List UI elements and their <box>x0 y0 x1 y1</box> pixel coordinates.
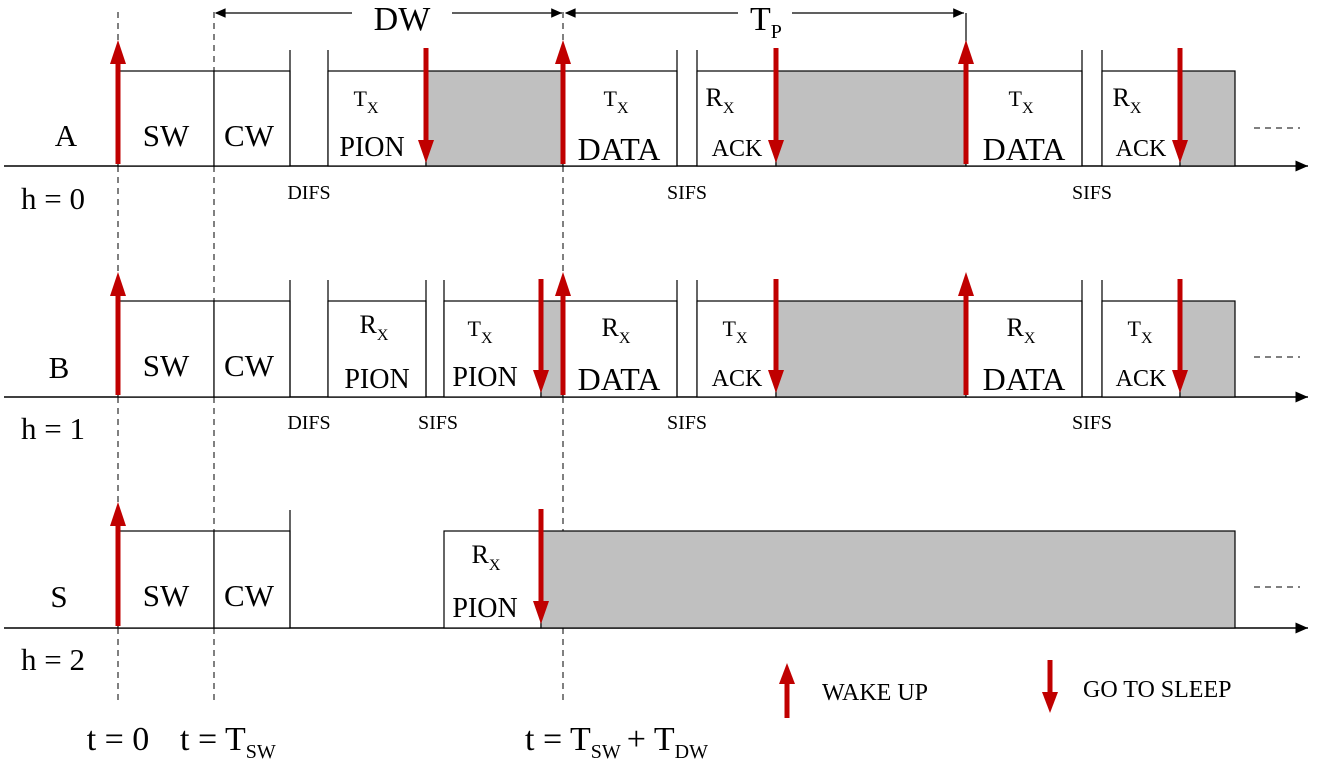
time-label-tsw-tdw: t = TSW + TDW <box>525 721 708 759</box>
row-a-cw: CW <box>224 118 275 153</box>
row-b-name: B <box>49 350 70 385</box>
row-b-slot5-dir: RX <box>1007 313 1036 347</box>
row-a-slot5-msg: DATA <box>983 131 1066 167</box>
row-a-slot1-msg: PION <box>339 132 404 163</box>
row-b-slot4-msg: ACK <box>712 366 763 392</box>
row-b-sw: SW <box>143 348 190 383</box>
row-b-slot5-msg: DATA <box>983 361 1066 397</box>
go-to-sleep-arrow <box>533 279 549 393</box>
legend: WAKE UP GO TO SLEEP <box>779 660 1231 718</box>
row-b-gap-sifs-1: SIFS <box>418 412 458 434</box>
legend-wake-up-arrow <box>779 663 795 718</box>
row-b-slot6-dir: TX <box>1127 316 1152 347</box>
row-a-gap-difs: DIFS <box>287 182 330 204</box>
row-s-cw: CW <box>224 578 275 613</box>
legend-go-to-sleep: GO TO SLEEP <box>1083 677 1231 703</box>
row-b-hop: h = 1 <box>21 411 85 446</box>
row-b-slot3-msg: DATA <box>578 361 661 397</box>
wake-up-arrow <box>110 502 126 626</box>
row-a-hop: h = 0 <box>21 181 85 216</box>
row-s: S h = 2 SW CW RX PION <box>4 502 1308 677</box>
row-a-name: A <box>55 118 78 153</box>
go-to-sleep-arrow <box>1172 279 1188 393</box>
row-s-slot2-dir: RX <box>472 540 501 574</box>
wake-up-arrow <box>110 40 126 164</box>
row-s-sw: SW <box>143 578 190 613</box>
row-b-slot6-msg: ACK <box>1116 366 1167 392</box>
go-to-sleep-arrow <box>768 48 784 163</box>
row-a-slot4-msg: ACK <box>712 136 763 162</box>
row-a-gap-sifs-1: SIFS <box>667 182 707 204</box>
tp-dimension: TP <box>564 1 967 46</box>
row-b-gap-sifs-2: SIFS <box>667 412 707 434</box>
wake-up-arrow <box>958 40 974 164</box>
row-a-slot1-dir: TX <box>353 86 378 117</box>
wake-up-arrow <box>958 272 974 395</box>
row-s-slot2-msg: PION <box>452 593 517 624</box>
legend-wake-up: WAKE UP <box>822 680 928 706</box>
go-to-sleep-arrow <box>1172 48 1188 163</box>
row-a-slot4-dir: RX <box>706 83 735 117</box>
tp-label: TP <box>750 1 782 43</box>
wake-up-arrow <box>555 272 571 395</box>
row-b-slot3-dir: RX <box>602 313 631 347</box>
row-b-slot1-dir: RX <box>360 310 389 344</box>
legend-go-to-sleep-arrow <box>1042 660 1058 713</box>
row-a-slot6-dir: RX <box>1113 83 1142 117</box>
wake-up-arrow <box>110 272 126 395</box>
row-b: B h = 1 SW CW RX PION TX PION RX DATA TX… <box>4 272 1308 446</box>
go-to-sleep-arrow <box>768 279 784 393</box>
time-label-t0: t = 0 <box>87 721 150 758</box>
row-b-slot1-msg: PION <box>344 364 409 395</box>
time-label-tsw: t = TSW <box>180 721 276 759</box>
row-a-slot3-dir: TX <box>603 86 628 117</box>
row-b-slot2-msg: PION <box>452 362 517 393</box>
row-s-hop: h = 2 <box>21 642 85 677</box>
row-a: A h = 0 SW CW TX PION TX DATA RX ACK TX … <box>4 40 1308 216</box>
row-a-slot6-msg: ACK <box>1116 136 1167 162</box>
go-to-sleep-arrow <box>418 48 434 163</box>
row-b-slot4-dir: TX <box>722 316 747 347</box>
row-b-gap-difs: DIFS <box>287 412 330 434</box>
row-a-slot3-msg: DATA <box>578 131 661 167</box>
row-a-gap-sifs-2: SIFS <box>1072 182 1112 204</box>
row-b-cw: CW <box>224 348 275 383</box>
row-b-slot2-dir: TX <box>467 316 492 347</box>
row-a-slot5-dir: TX <box>1008 86 1033 117</box>
row-b-gap-sifs-3: SIFS <box>1072 412 1112 434</box>
wake-up-arrow <box>555 40 571 164</box>
dw-dimension: DW <box>214 1 562 38</box>
row-s-name: S <box>50 579 67 614</box>
go-to-sleep-arrow <box>533 509 549 624</box>
row-a-sw: SW <box>143 118 190 153</box>
dw-label: DW <box>374 1 432 38</box>
